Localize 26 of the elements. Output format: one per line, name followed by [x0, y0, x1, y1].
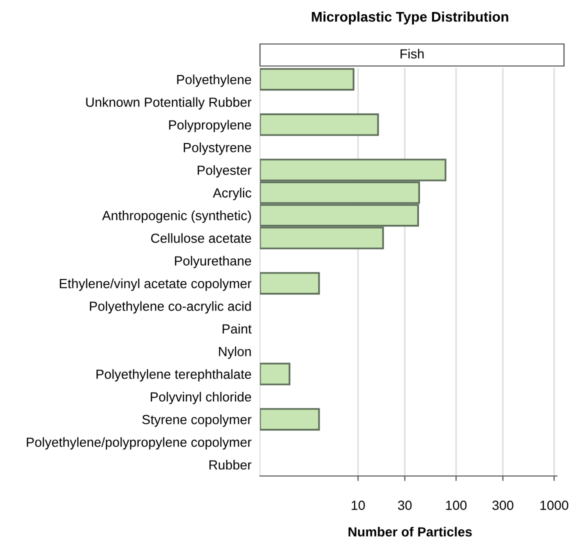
- y-tick-label: Rubber: [209, 460, 252, 470]
- x-axis-title: Number of Particles: [348, 526, 472, 537]
- y-tick-label: Styrene copolymer: [142, 414, 252, 427]
- x-tick-label: 30: [398, 500, 412, 510]
- y-tick-label: Unknown Potentially Rubber: [86, 97, 252, 110]
- x-tick-label: 300: [492, 500, 514, 510]
- x-tick-label: 1000: [540, 500, 568, 510]
- chart-title: Microplastic Type Distribution: [312, 12, 508, 24]
- x-tick-label: 10: [352, 500, 365, 510]
- y-tick-label: Polyethylene terephthalate: [96, 369, 252, 382]
- y-tick-label: Cellulose acetate: [151, 233, 252, 243]
- y-tick-label: Polyethylene/polypropylene copolymer: [26, 437, 252, 450]
- y-tick-label: Polyvinyl chloride: [150, 392, 252, 404]
- y-tick-label: Polyethylene co-acrylic acid: [90, 301, 251, 314]
- y-tick-label: Ethylene/vinyl acetate copolymer: [60, 278, 252, 291]
- y-tick-label: Polyurethane: [175, 256, 252, 268]
- y-tick-label: Nylon: [219, 346, 251, 359]
- y-tick-label: Acrylic: [212, 188, 252, 200]
- y-tick-label: Paint: [222, 324, 252, 334]
- y-tick-label: Polyester: [198, 165, 252, 178]
- x-tick-label: 100: [446, 500, 467, 510]
- y-tick-label: Polyethylene: [177, 74, 252, 87]
- y-tick-label: Polypropylene: [169, 120, 252, 132]
- y-tick-label: Polystyrene: [184, 142, 252, 155]
- chart-subtitle: Fish: [400, 48, 424, 59]
- y-tick-label: Anthropogenic (synthetic): [102, 210, 251, 223]
